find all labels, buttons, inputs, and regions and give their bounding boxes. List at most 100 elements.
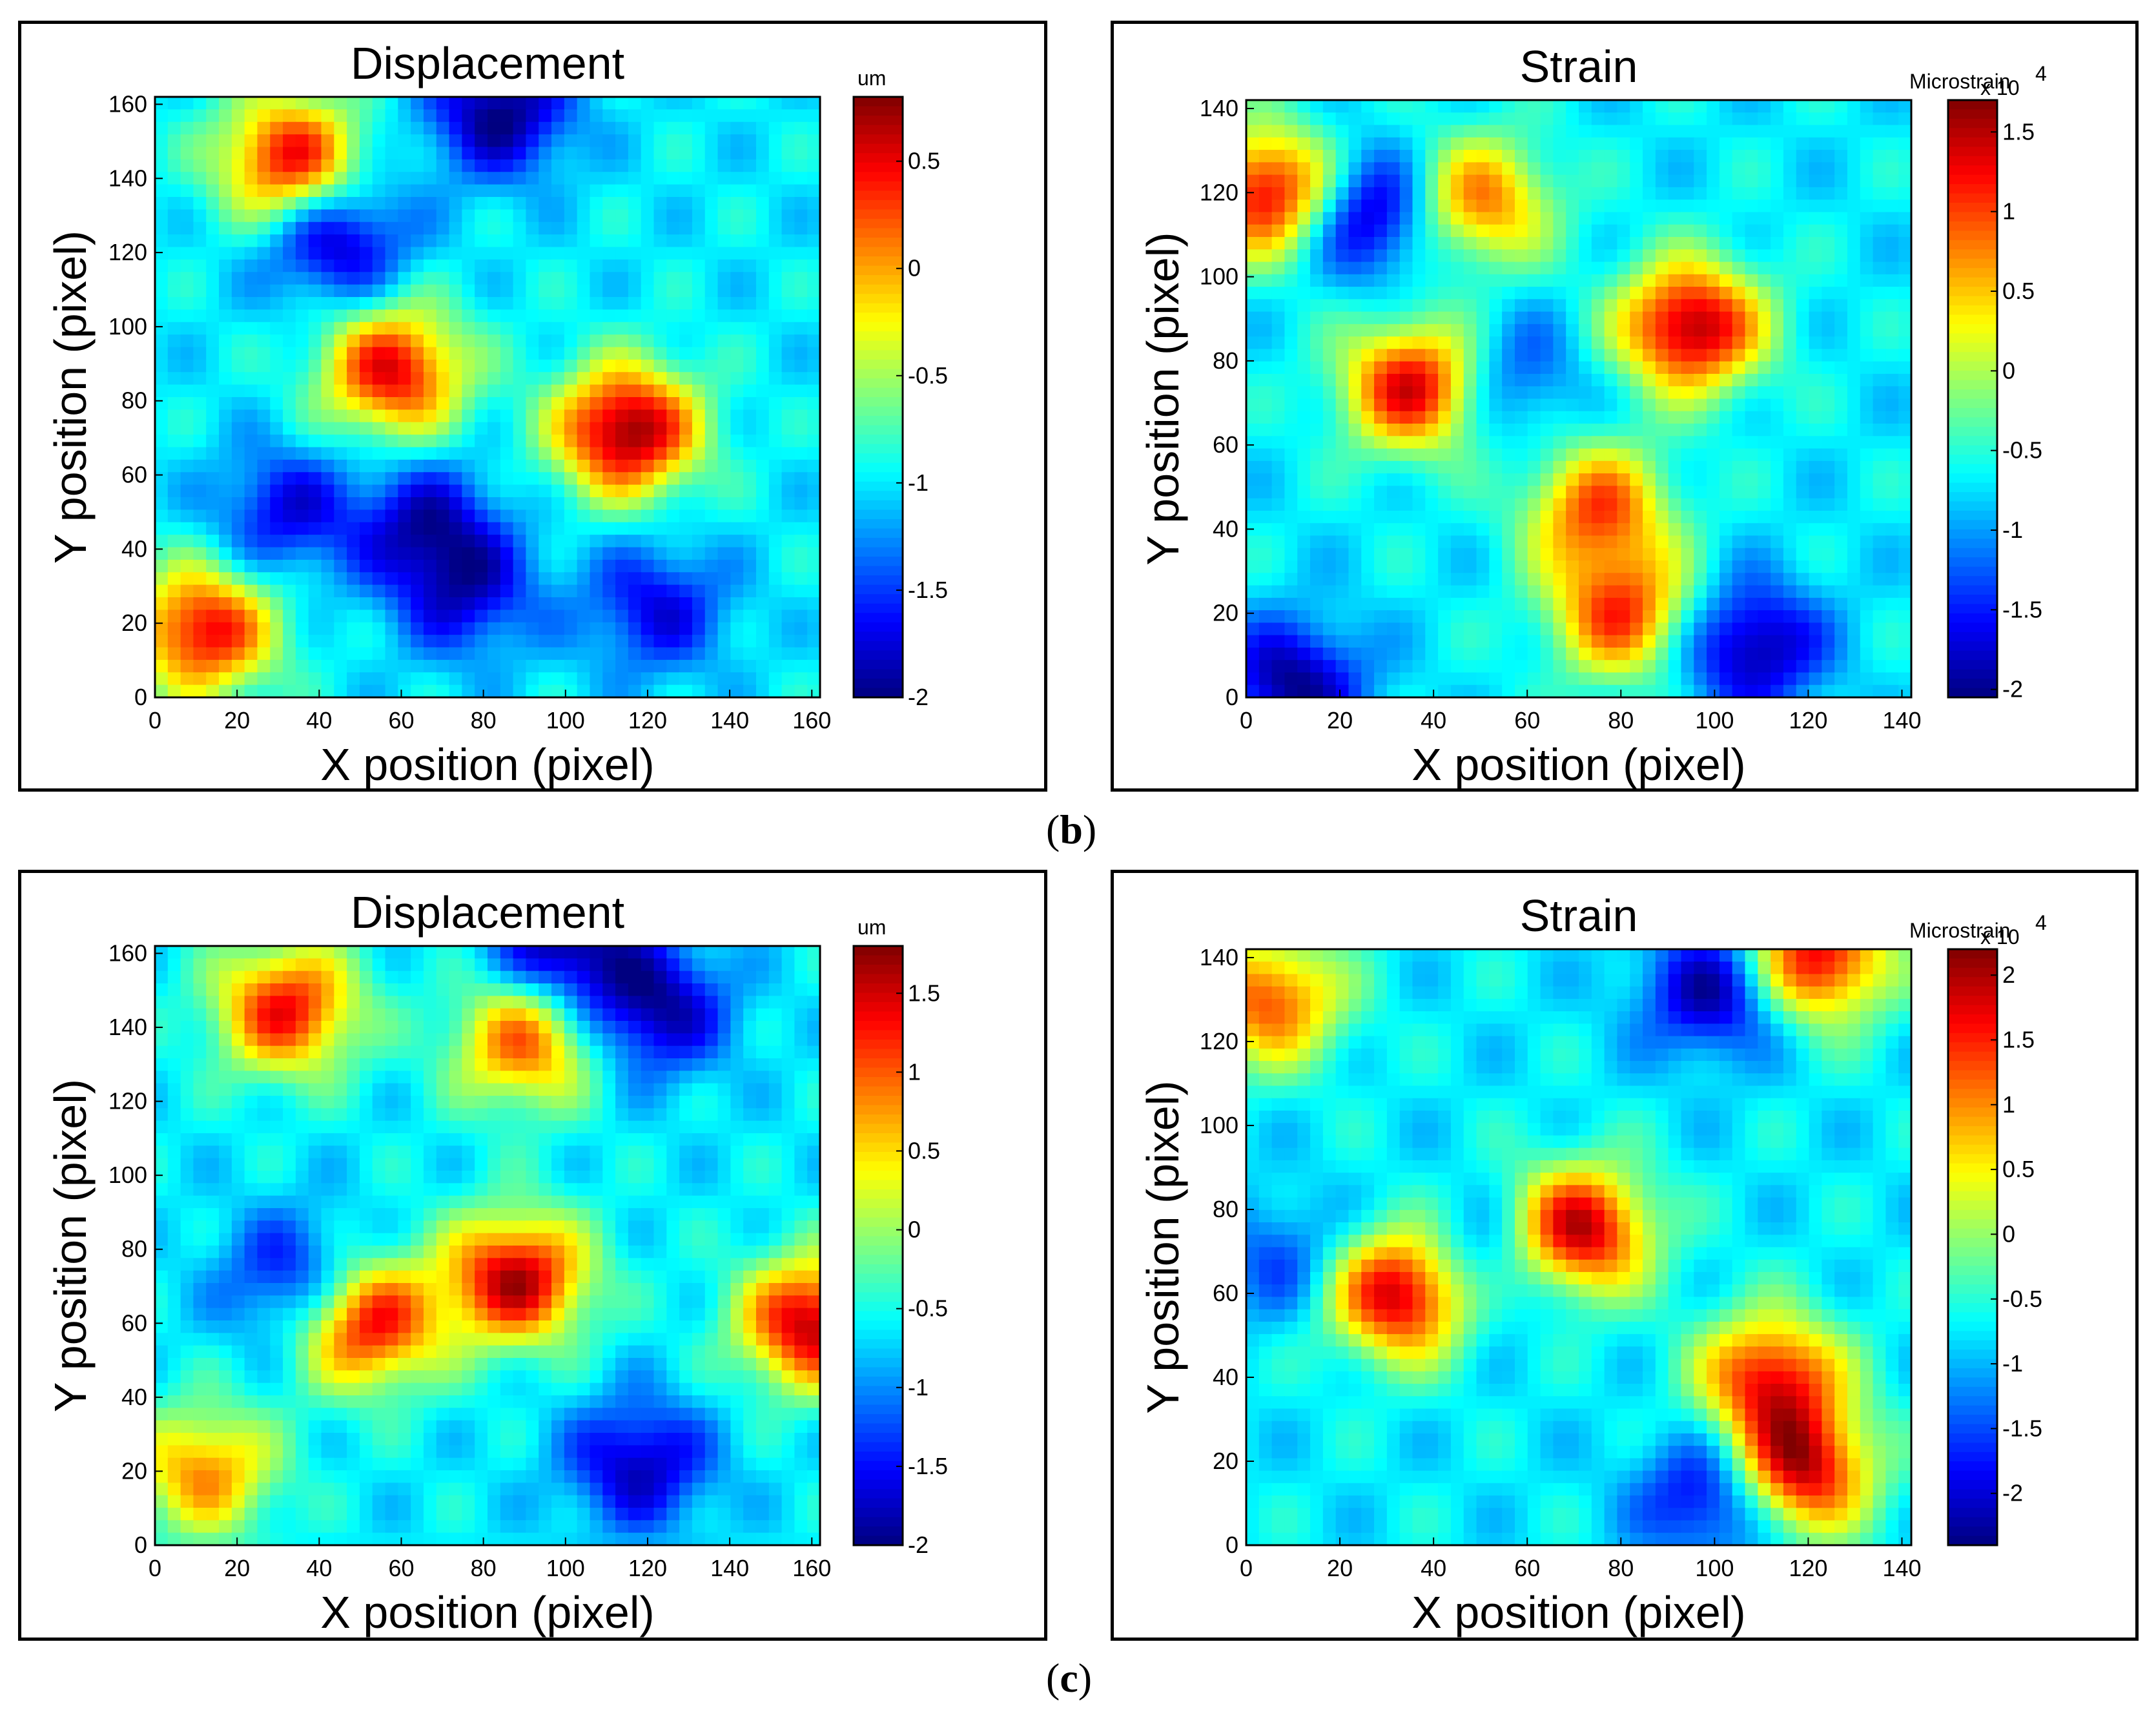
heatmap-cell xyxy=(1885,424,1899,437)
heatmap-cell xyxy=(628,435,642,448)
heatmap-cell xyxy=(1783,398,1797,412)
heatmap-cell xyxy=(283,109,296,123)
heatmap-cell xyxy=(1246,125,1260,138)
heatmap-cell xyxy=(1809,361,1823,375)
heatmap-cell xyxy=(308,121,322,135)
heatmap-cell xyxy=(1796,187,1810,200)
heatmap-cell xyxy=(1885,361,1899,375)
heatmap-cell xyxy=(155,97,169,110)
heatmap-cell xyxy=(1540,386,1554,400)
heatmap-cell xyxy=(653,684,668,697)
heatmap-cell xyxy=(1873,187,1887,200)
heatmap-cell xyxy=(768,359,783,373)
heatmap-cell xyxy=(717,197,732,211)
heatmap-cell xyxy=(1579,162,1592,176)
heatmap-cell xyxy=(308,659,322,673)
heatmap-cell xyxy=(1322,150,1337,163)
heatmap-cell xyxy=(577,584,591,598)
y-axis-label: Y position (pixel) xyxy=(45,231,96,564)
heatmap-cell xyxy=(526,347,540,360)
heatmap-cell xyxy=(1322,212,1337,225)
heatmap-cell xyxy=(1604,535,1618,549)
heatmap-cell xyxy=(1412,274,1426,287)
heatmap-cell xyxy=(526,659,540,673)
heatmap-cell xyxy=(1527,373,1541,387)
heatmap-cell xyxy=(1258,137,1273,150)
heatmap-cell xyxy=(539,134,552,148)
heatmap-cell xyxy=(1425,287,1439,300)
heatmap-cell xyxy=(475,347,488,360)
heatmap-cell xyxy=(1796,361,1810,375)
heatmap-cell xyxy=(755,535,770,548)
heatmap-cell xyxy=(257,209,271,223)
x-tick-label: 140 xyxy=(710,707,749,734)
heatmap-cell xyxy=(321,384,335,398)
heatmap-cell xyxy=(755,197,770,211)
heatmap-cell xyxy=(1374,424,1388,437)
heatmap-cell xyxy=(1809,112,1823,126)
heatmap-cell xyxy=(1898,473,1911,487)
heatmap-cell xyxy=(155,572,169,586)
heatmap-cell xyxy=(1450,647,1464,661)
heatmap-cell xyxy=(475,384,488,398)
heatmap-cell xyxy=(704,197,719,211)
heatmap-cell xyxy=(398,197,411,211)
heatmap-cell xyxy=(717,121,732,135)
heatmap-cell xyxy=(1732,448,1746,462)
heatmap-cell xyxy=(1322,287,1337,300)
heatmap-cell xyxy=(1566,174,1579,188)
heatmap-cell xyxy=(1604,386,1618,400)
heatmap-cell xyxy=(270,359,283,373)
heatmap-cell xyxy=(295,384,309,398)
heatmap-cell xyxy=(526,172,540,185)
heatmap-cell xyxy=(539,547,552,560)
heatmap-cell xyxy=(1694,224,1707,238)
heatmap-cell xyxy=(1310,162,1324,176)
colorbar-step xyxy=(854,416,903,426)
heatmap-cell xyxy=(1681,523,1695,537)
heatmap-cell xyxy=(717,209,732,223)
heatmap-cell xyxy=(1643,299,1656,313)
heatmap-cell xyxy=(475,572,488,586)
heatmap-cell xyxy=(475,659,488,673)
heatmap-cell xyxy=(1489,535,1503,549)
heatmap-cell xyxy=(334,197,347,211)
heatmap-cell xyxy=(807,159,820,173)
heatmap-cell xyxy=(564,172,578,185)
heatmap-cell xyxy=(755,597,770,611)
heatmap-cell xyxy=(679,559,693,573)
heatmap-cell xyxy=(1847,386,1861,400)
heatmap-cell xyxy=(781,197,796,211)
heatmap-cell xyxy=(1246,622,1260,636)
heatmap-cell xyxy=(1540,249,1554,263)
heatmap-cell xyxy=(539,109,552,123)
heatmap-cell xyxy=(334,472,347,486)
heatmap-cell xyxy=(590,347,604,360)
heatmap-cell xyxy=(615,322,629,335)
heatmap-cell xyxy=(155,209,169,223)
heatmap-cell xyxy=(641,659,655,673)
heatmap-cell xyxy=(704,409,719,423)
heatmap-cell xyxy=(180,259,194,273)
heatmap-cell xyxy=(755,472,770,486)
heatmap-cell xyxy=(1297,510,1311,524)
heatmap-cell xyxy=(321,635,335,648)
heatmap-cell xyxy=(1579,137,1592,150)
heatmap-cell xyxy=(321,435,335,448)
heatmap-cell xyxy=(231,422,245,435)
heatmap-cell xyxy=(1527,100,1541,114)
heatmap-cell xyxy=(590,184,604,198)
heatmap-cell xyxy=(295,322,309,335)
heatmap-cell xyxy=(462,397,475,411)
heatmap-cell xyxy=(1771,311,1784,325)
heatmap-cell xyxy=(1758,212,1771,225)
heatmap-cell xyxy=(1604,224,1618,238)
heatmap-cell xyxy=(1668,162,1682,176)
heatmap-cell xyxy=(1258,548,1273,561)
heatmap-cell xyxy=(1489,486,1503,499)
heatmap-cell xyxy=(1681,448,1695,462)
heatmap-cell xyxy=(755,409,770,423)
heatmap-cell xyxy=(692,159,706,173)
heatmap-cell xyxy=(1873,473,1887,487)
heatmap-cell xyxy=(743,535,757,548)
